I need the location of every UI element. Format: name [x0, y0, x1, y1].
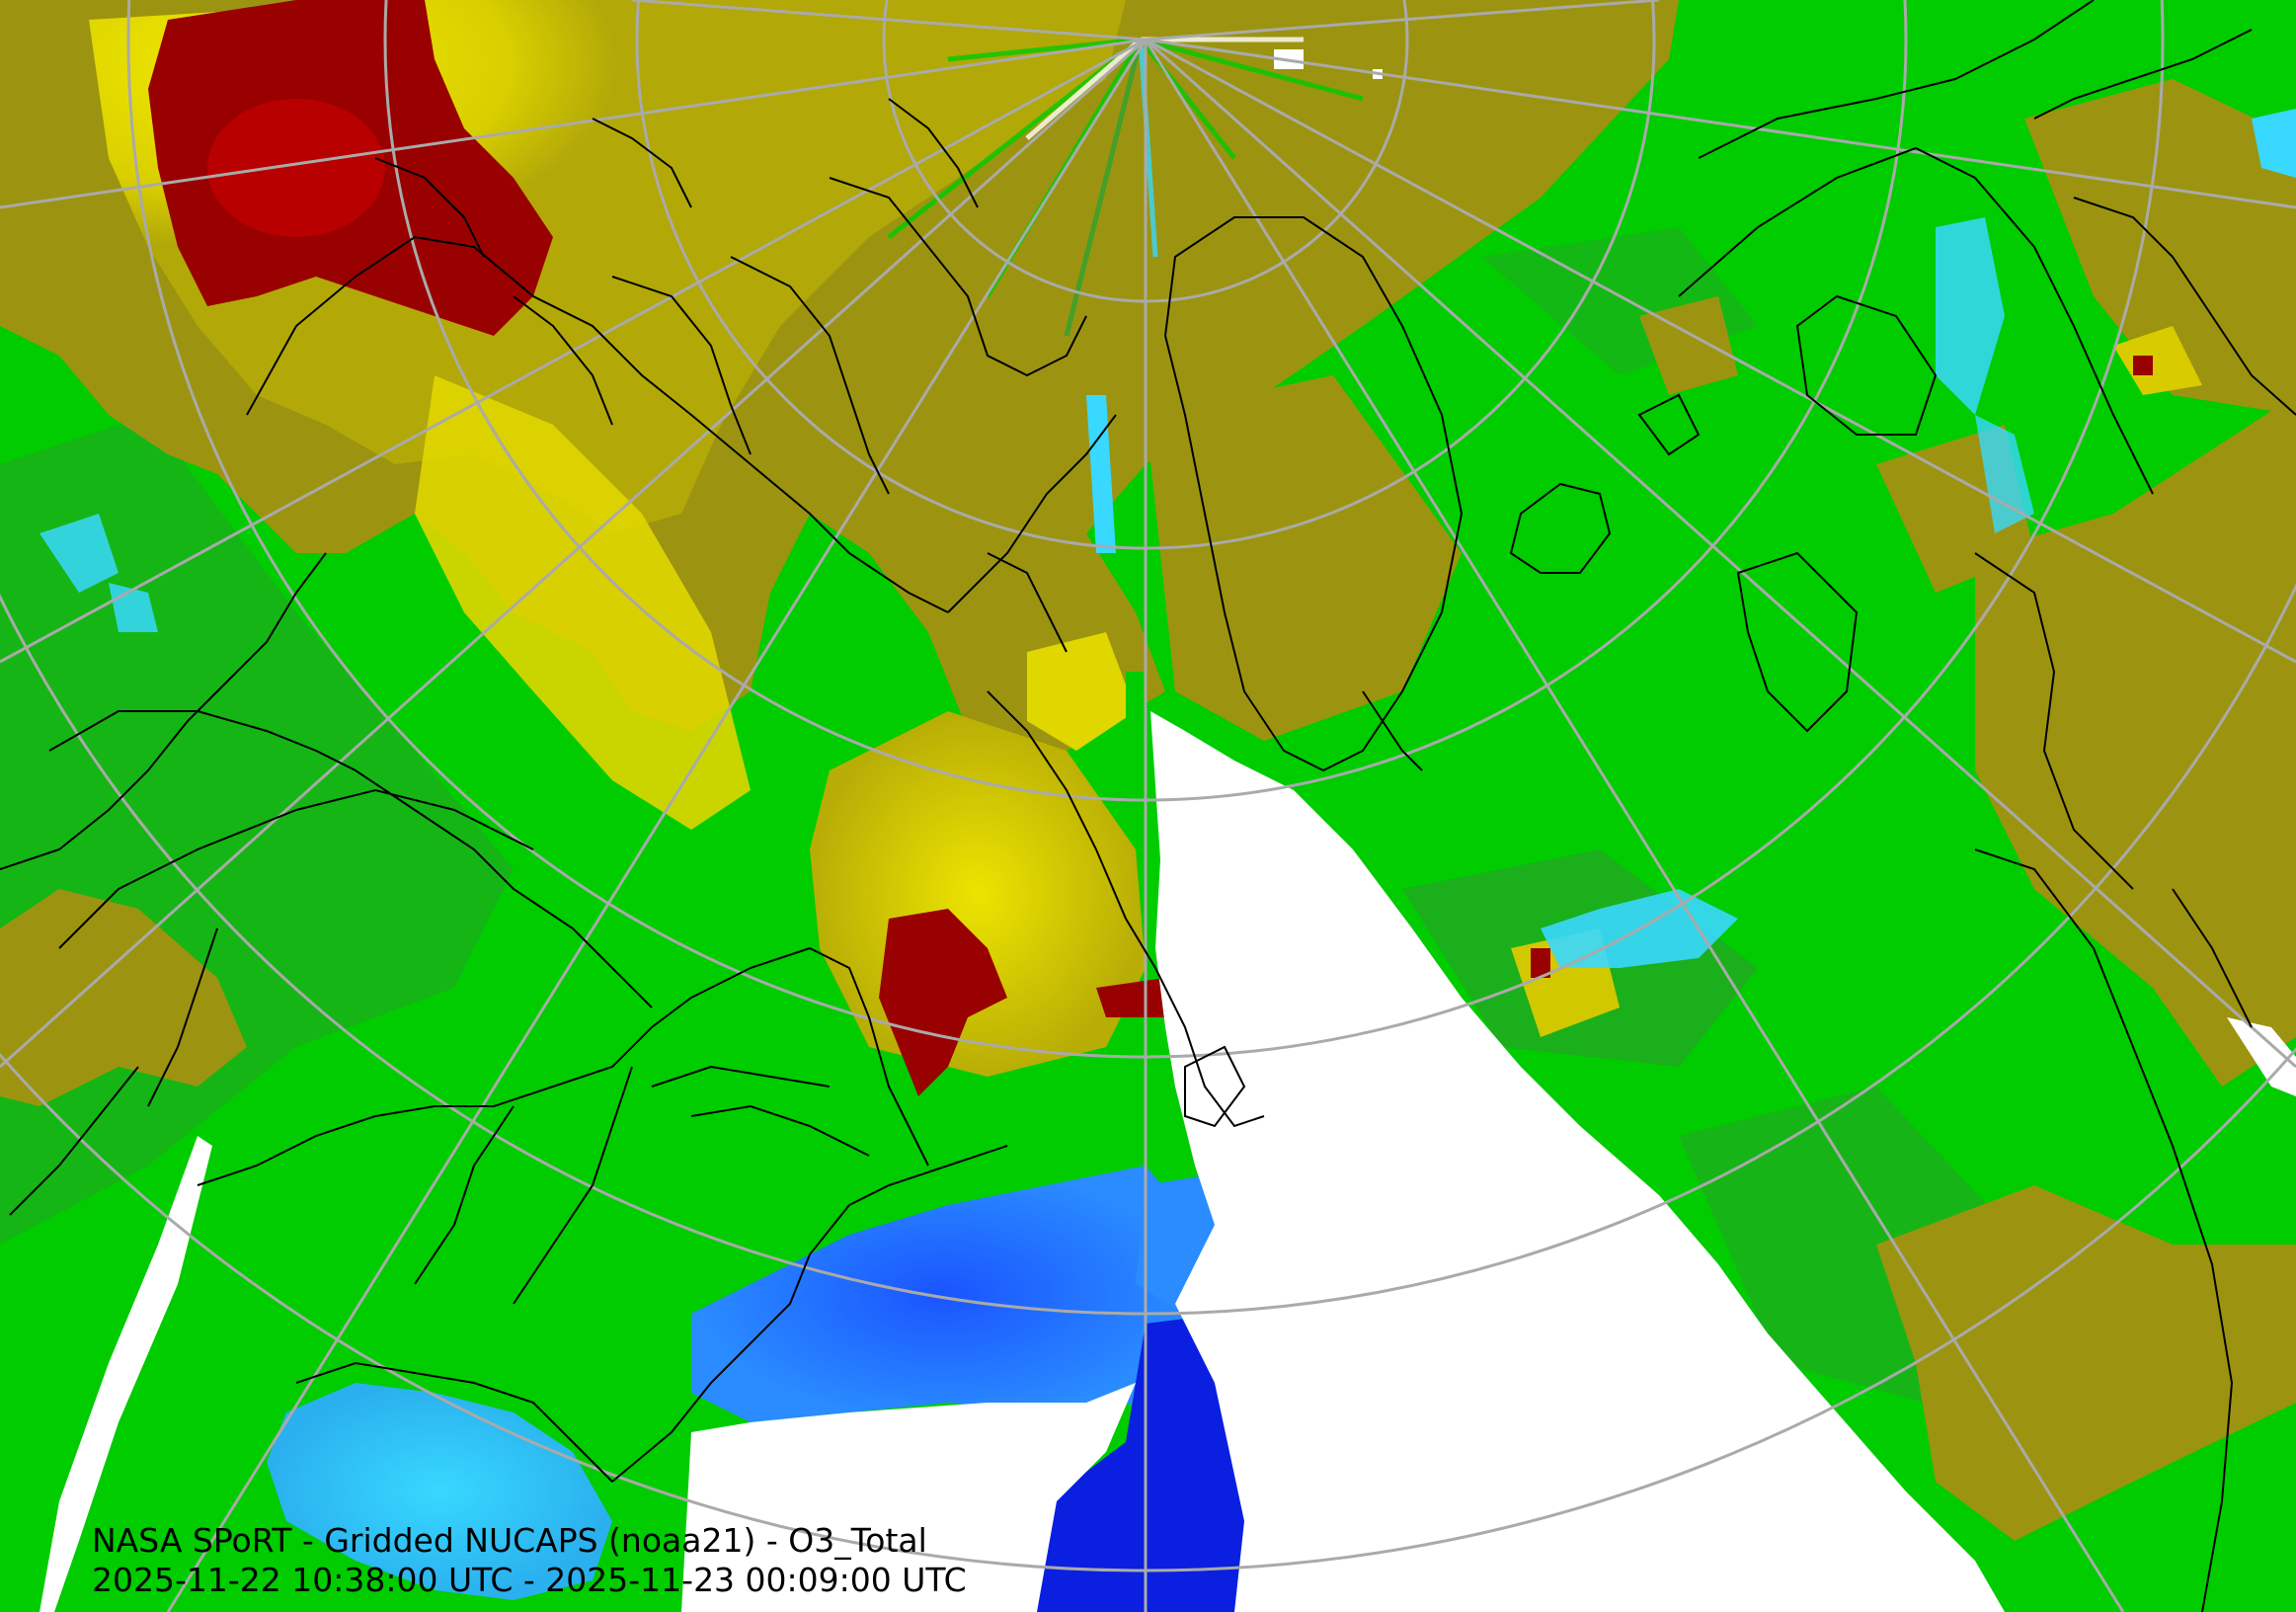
map-caption: NASA SPoRT - Gridded NUCAPS (noaa21) - O…: [92, 1521, 967, 1600]
no-data-swath-gaps: [40, 49, 2296, 1612]
product-title: NASA SPoRT - Gridded NUCAPS (noaa21) - O…: [92, 1521, 927, 1560]
ozone-peak-core: [207, 99, 385, 237]
time-range: 2025-11-22 10:38:00 UTC - 2025-11-23 00:…: [92, 1561, 967, 1599]
